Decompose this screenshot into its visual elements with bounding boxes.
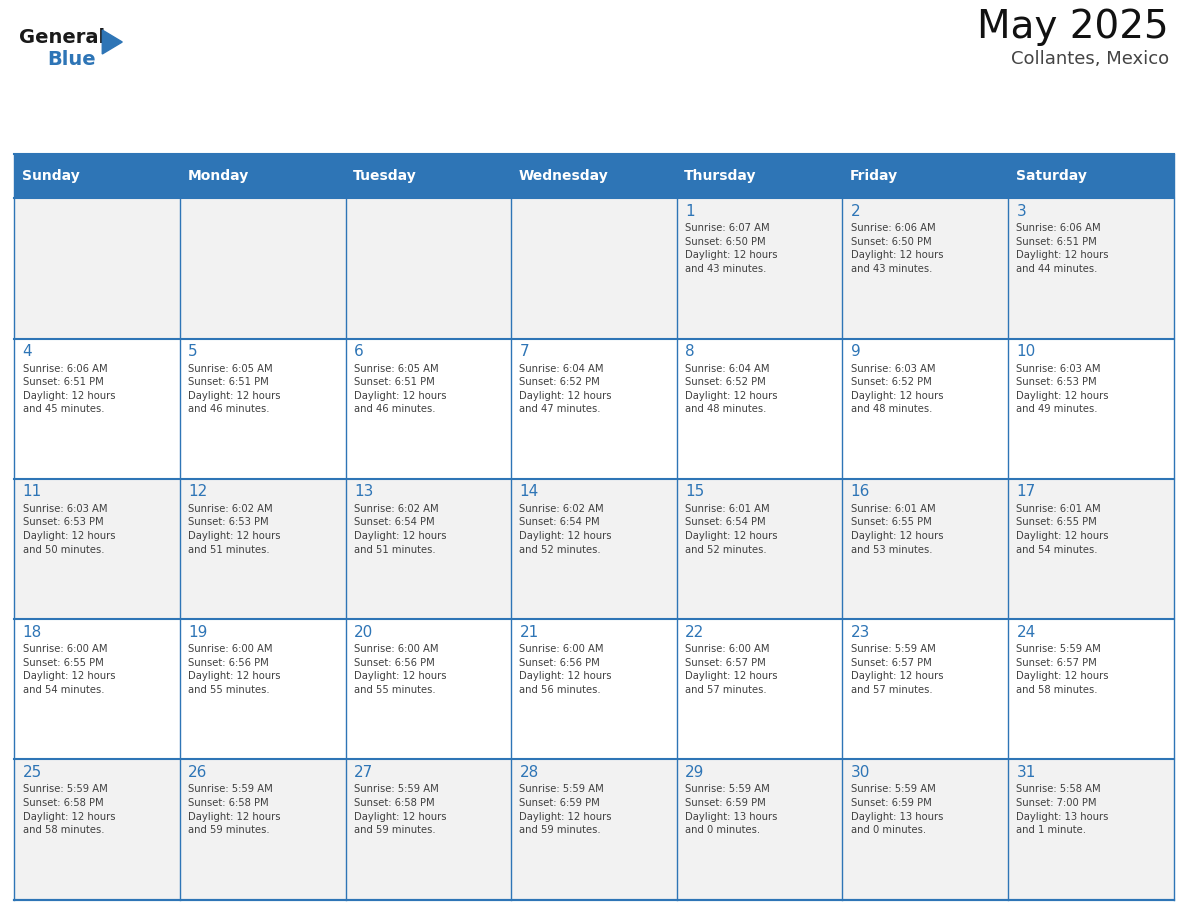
Text: Sunrise: 5:59 AM
Sunset: 6:57 PM
Daylight: 12 hours
and 57 minutes.: Sunrise: 5:59 AM Sunset: 6:57 PM Dayligh… [851,644,943,695]
Text: 10: 10 [1017,344,1036,359]
Text: 29: 29 [685,765,704,780]
Text: Sunrise: 5:59 AM
Sunset: 6:59 PM
Daylight: 13 hours
and 0 minutes.: Sunrise: 5:59 AM Sunset: 6:59 PM Dayligh… [851,784,943,835]
Text: 15: 15 [685,485,704,499]
Text: Sunrise: 5:59 AM
Sunset: 6:59 PM
Daylight: 13 hours
and 0 minutes.: Sunrise: 5:59 AM Sunset: 6:59 PM Dayligh… [685,784,777,835]
Text: 26: 26 [188,765,208,780]
Text: Sunrise: 6:07 AM
Sunset: 6:50 PM
Daylight: 12 hours
and 43 minutes.: Sunrise: 6:07 AM Sunset: 6:50 PM Dayligh… [685,223,778,274]
Text: Sunrise: 5:59 AM
Sunset: 6:57 PM
Daylight: 12 hours
and 58 minutes.: Sunrise: 5:59 AM Sunset: 6:57 PM Dayligh… [1017,644,1108,695]
Bar [677,154,842,198]
Text: Sunrise: 6:03 AM
Sunset: 6:52 PM
Daylight: 12 hours
and 48 minutes.: Sunrise: 6:03 AM Sunset: 6:52 PM Dayligh… [851,364,943,414]
Text: 1: 1 [685,204,695,218]
Text: 14: 14 [519,485,538,499]
Text: 11: 11 [23,485,42,499]
Bar [842,154,1009,198]
Text: Sunrise: 6:01 AM
Sunset: 6:55 PM
Daylight: 12 hours
and 53 minutes.: Sunrise: 6:01 AM Sunset: 6:55 PM Dayligh… [851,504,943,554]
Text: Sunrise: 6:02 AM
Sunset: 6:54 PM
Daylight: 12 hours
and 52 minutes.: Sunrise: 6:02 AM Sunset: 6:54 PM Dayligh… [519,504,612,554]
Text: Sunrise: 5:59 AM
Sunset: 6:58 PM
Daylight: 12 hours
and 59 minutes.: Sunrise: 5:59 AM Sunset: 6:58 PM Dayligh… [188,784,280,835]
Text: Sunrise: 5:59 AM
Sunset: 6:58 PM
Daylight: 12 hours
and 59 minutes.: Sunrise: 5:59 AM Sunset: 6:58 PM Dayligh… [354,784,447,835]
Bar [14,339,1174,479]
Text: 16: 16 [851,485,870,499]
Text: 4: 4 [23,344,32,359]
Text: 5: 5 [188,344,198,359]
Bar [14,619,1174,759]
Bar [14,198,1174,339]
Text: 28: 28 [519,765,538,780]
Text: 12: 12 [188,485,208,499]
Text: Sunrise: 6:06 AM
Sunset: 6:50 PM
Daylight: 12 hours
and 43 minutes.: Sunrise: 6:06 AM Sunset: 6:50 PM Dayligh… [851,223,943,274]
Text: 23: 23 [851,624,870,640]
Bar [179,154,346,198]
Text: Sunrise: 6:05 AM
Sunset: 6:51 PM
Daylight: 12 hours
and 46 minutes.: Sunrise: 6:05 AM Sunset: 6:51 PM Dayligh… [354,364,447,414]
Text: 20: 20 [354,624,373,640]
Bar [14,154,179,198]
Text: 3: 3 [1017,204,1026,218]
Text: Sunrise: 6:00 AM
Sunset: 6:57 PM
Daylight: 12 hours
and 57 minutes.: Sunrise: 6:00 AM Sunset: 6:57 PM Dayligh… [685,644,778,695]
Text: Friday: Friday [849,169,898,184]
Text: 24: 24 [1017,624,1036,640]
Text: Sunrise: 6:05 AM
Sunset: 6:51 PM
Daylight: 12 hours
and 46 minutes.: Sunrise: 6:05 AM Sunset: 6:51 PM Dayligh… [188,364,280,414]
Text: Tuesday: Tuesday [353,169,417,184]
Text: Sunrise: 6:00 AM
Sunset: 6:56 PM
Daylight: 12 hours
and 55 minutes.: Sunrise: 6:00 AM Sunset: 6:56 PM Dayligh… [354,644,447,695]
Text: 2: 2 [851,204,860,218]
Text: 17: 17 [1017,485,1036,499]
Text: Sunrise: 6:04 AM
Sunset: 6:52 PM
Daylight: 12 hours
and 47 minutes.: Sunrise: 6:04 AM Sunset: 6:52 PM Dayligh… [519,364,612,414]
Text: 27: 27 [354,765,373,780]
Text: Wednesday: Wednesday [519,169,608,184]
Text: Sunrise: 6:00 AM
Sunset: 6:56 PM
Daylight: 12 hours
and 56 minutes.: Sunrise: 6:00 AM Sunset: 6:56 PM Dayligh… [519,644,612,695]
Text: Sunrise: 6:01 AM
Sunset: 6:54 PM
Daylight: 12 hours
and 52 minutes.: Sunrise: 6:01 AM Sunset: 6:54 PM Dayligh… [685,504,778,554]
Text: 21: 21 [519,624,538,640]
Text: 30: 30 [851,765,870,780]
Text: 31: 31 [1017,765,1036,780]
Text: Saturday: Saturday [1016,169,1087,184]
Text: Sunrise: 5:59 AM
Sunset: 6:58 PM
Daylight: 12 hours
and 58 minutes.: Sunrise: 5:59 AM Sunset: 6:58 PM Dayligh… [23,784,115,835]
Bar [1009,154,1174,198]
Text: 18: 18 [23,624,42,640]
Text: Sunrise: 5:58 AM
Sunset: 7:00 PM
Daylight: 13 hours
and 1 minute.: Sunrise: 5:58 AM Sunset: 7:00 PM Dayligh… [1017,784,1108,835]
Text: Sunrise: 6:00 AM
Sunset: 6:56 PM
Daylight: 12 hours
and 55 minutes.: Sunrise: 6:00 AM Sunset: 6:56 PM Dayligh… [188,644,280,695]
Text: Sunrise: 6:01 AM
Sunset: 6:55 PM
Daylight: 12 hours
and 54 minutes.: Sunrise: 6:01 AM Sunset: 6:55 PM Dayligh… [1017,504,1108,554]
Text: 9: 9 [851,344,860,359]
Text: 6: 6 [354,344,364,359]
Text: 13: 13 [354,485,373,499]
Text: Collantes, Mexico: Collantes, Mexico [1011,50,1169,68]
Polygon shape [102,30,122,54]
Text: Sunday: Sunday [21,169,80,184]
Text: Blue: Blue [48,50,96,69]
Text: Sunrise: 5:59 AM
Sunset: 6:59 PM
Daylight: 12 hours
and 59 minutes.: Sunrise: 5:59 AM Sunset: 6:59 PM Dayligh… [519,784,612,835]
Text: Sunrise: 6:06 AM
Sunset: 6:51 PM
Daylight: 12 hours
and 44 minutes.: Sunrise: 6:06 AM Sunset: 6:51 PM Dayligh… [1017,223,1108,274]
Text: 7: 7 [519,344,529,359]
Text: Sunrise: 6:04 AM
Sunset: 6:52 PM
Daylight: 12 hours
and 48 minutes.: Sunrise: 6:04 AM Sunset: 6:52 PM Dayligh… [685,364,778,414]
Text: Sunrise: 6:02 AM
Sunset: 6:54 PM
Daylight: 12 hours
and 51 minutes.: Sunrise: 6:02 AM Sunset: 6:54 PM Dayligh… [354,504,447,554]
Text: Sunrise: 6:03 AM
Sunset: 6:53 PM
Daylight: 12 hours
and 50 minutes.: Sunrise: 6:03 AM Sunset: 6:53 PM Dayligh… [23,504,115,554]
Bar [14,479,1174,619]
Bar [346,154,511,198]
Text: Monday: Monday [188,169,248,184]
Text: 19: 19 [188,624,208,640]
Text: Thursday: Thursday [684,169,757,184]
Text: Sunrise: 6:06 AM
Sunset: 6:51 PM
Daylight: 12 hours
and 45 minutes.: Sunrise: 6:06 AM Sunset: 6:51 PM Dayligh… [23,364,115,414]
Text: Sunrise: 6:02 AM
Sunset: 6:53 PM
Daylight: 12 hours
and 51 minutes.: Sunrise: 6:02 AM Sunset: 6:53 PM Dayligh… [188,504,280,554]
Bar [14,759,1174,900]
Bar [511,154,677,198]
Text: 25: 25 [23,765,42,780]
Text: 8: 8 [685,344,695,359]
Text: Sunrise: 6:00 AM
Sunset: 6:55 PM
Daylight: 12 hours
and 54 minutes.: Sunrise: 6:00 AM Sunset: 6:55 PM Dayligh… [23,644,115,695]
Text: 22: 22 [685,624,704,640]
Text: General: General [19,28,106,47]
Text: Sunrise: 6:03 AM
Sunset: 6:53 PM
Daylight: 12 hours
and 49 minutes.: Sunrise: 6:03 AM Sunset: 6:53 PM Dayligh… [1017,364,1108,414]
Text: May 2025: May 2025 [977,8,1169,46]
